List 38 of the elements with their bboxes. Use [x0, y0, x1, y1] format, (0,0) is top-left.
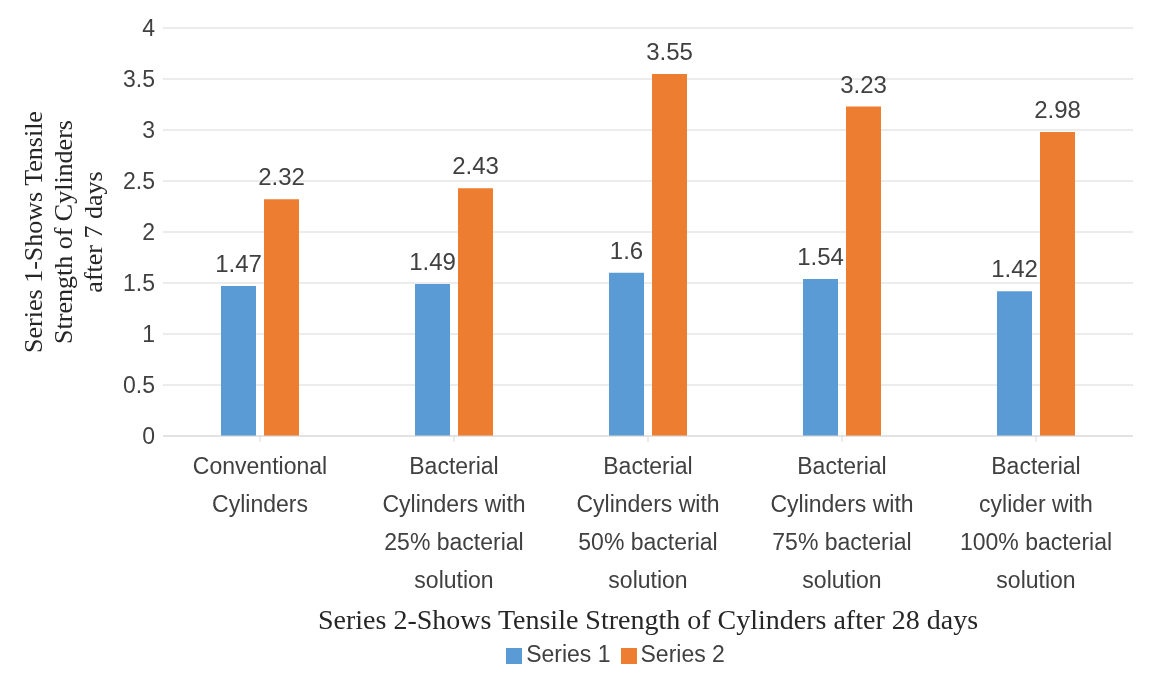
data-label: 2.98: [1034, 96, 1081, 124]
bar: [609, 272, 644, 436]
bar: [997, 291, 1032, 436]
data-label: 2.32: [258, 163, 305, 191]
x-axis-title: Series 2-Shows Tensile Strength of Cylinders after 28 days: [317, 604, 979, 635]
bar: [458, 188, 493, 436]
x-tick-label: Bacterial Cylinders with 25% bacterial solution: [382, 453, 526, 593]
data-label: 3.55: [646, 37, 693, 65]
data-label: 1.54: [797, 242, 844, 270]
x-tick-label: Bacterial Cylinders with 75% bacterial solution: [770, 453, 914, 593]
bar: [415, 284, 450, 436]
data-label: 1.49: [409, 248, 456, 276]
x-tick-label: Bacterial Cylinders with 50% bacterial solution: [576, 453, 720, 593]
bar: [264, 199, 299, 436]
y-tick-label: 0.5: [123, 372, 155, 399]
bar: [803, 278, 838, 436]
bar: [221, 286, 256, 436]
y-tick-label: 2.5: [123, 168, 155, 195]
data-label: 3.23: [840, 70, 887, 98]
x-tick-label: Bacterial cylider with 100% bacterial solution: [959, 453, 1113, 593]
y-tick-label: 3.5: [123, 66, 155, 93]
y-tick-label: 2: [142, 219, 155, 246]
data-label: 2.43: [452, 152, 499, 180]
data-label: 1.42: [991, 255, 1038, 283]
y-tick-label: 0: [142, 423, 155, 450]
bar: [652, 73, 687, 436]
y-tick-label: 1.5: [123, 270, 155, 297]
y-tick-label: 4: [142, 15, 156, 42]
data-label: 1.47: [215, 250, 262, 278]
y-axis-title: Series 1-Shows Tensile Strength of Cylinders after 7 days: [19, 111, 108, 353]
bar: [1040, 132, 1075, 436]
legend-label: Series 1: [526, 641, 611, 667]
y-tick-label: 3: [142, 117, 155, 144]
legend-label: Series 2: [640, 641, 725, 667]
bar: [846, 106, 881, 436]
y-tick-label: 1: [142, 321, 155, 348]
x-tick-label: Conventional Cylinders: [192, 453, 328, 517]
data-label: 1.6: [609, 236, 644, 264]
